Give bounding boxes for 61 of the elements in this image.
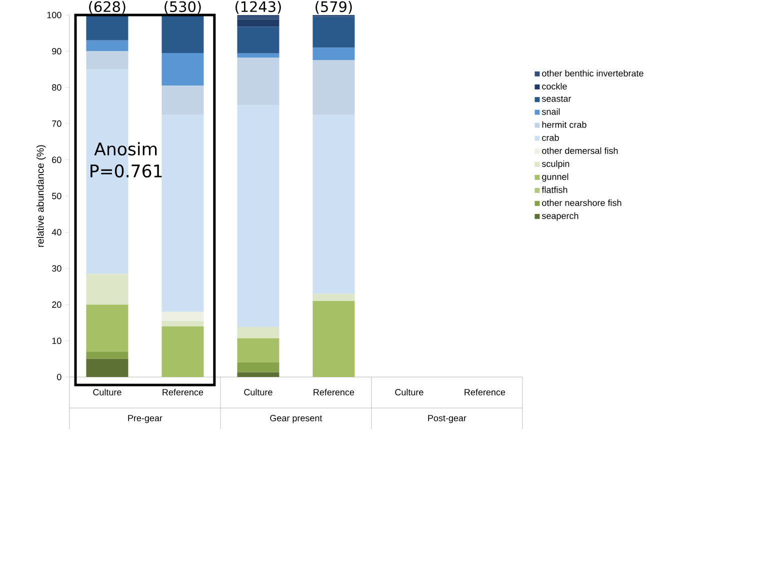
annotation: Anosim P=0.761 <box>90 142 162 178</box>
text: (628) <box>89 0 126 14</box>
bar <box>86 352 128 359</box>
y-tick-label: 90 <box>52 48 62 54</box>
x-tick-label: Culture <box>395 388 424 396</box>
y-axis-title: relative abundance (%) <box>36 145 46 247</box>
text: Post-gear <box>428 414 466 423</box>
y-tick-label: 70 <box>52 120 62 127</box>
text: (530) <box>164 0 201 14</box>
bar <box>237 19 280 26</box>
y-tick-label: 60 <box>52 156 62 163</box>
bar <box>86 304 128 352</box>
y-tick-label: 20 <box>52 301 62 308</box>
legend-label: seaperch <box>542 212 578 221</box>
y-tick-label: 100 <box>47 12 62 18</box>
x-tick-label: Reference <box>464 388 506 396</box>
bar <box>162 14 204 53</box>
bar <box>162 326 204 377</box>
legend-label: gunnel <box>542 173 568 182</box>
x-tick-label: Reference <box>162 388 204 396</box>
x-tick-label: Culture <box>93 388 122 396</box>
bar <box>237 53 280 58</box>
bar <box>86 40 128 52</box>
y-tick-label: 80 <box>52 84 62 90</box>
text: Pre-gear <box>128 414 162 423</box>
legend-label: sculpin <box>542 160 570 169</box>
bar <box>237 362 280 372</box>
y-tick-label: 10 <box>52 337 62 344</box>
bar <box>237 26 280 54</box>
bar <box>86 14 128 40</box>
x-tick-label: Reference <box>314 388 354 396</box>
bar <box>237 326 280 338</box>
bar <box>312 294 355 301</box>
bar <box>237 338 280 362</box>
bar <box>86 274 128 304</box>
text: Gear present <box>270 414 322 423</box>
legend-label: other demersal fish <box>542 147 618 154</box>
legend-label: flatfish <box>542 186 568 193</box>
text: (1243) <box>236 0 281 14</box>
y-tick-label: 50 <box>52 192 62 200</box>
bar <box>312 47 355 60</box>
y-tick-label: 40 <box>52 228 62 236</box>
text: (579) <box>316 0 352 14</box>
bar <box>237 14 280 20</box>
bar <box>162 320 204 326</box>
legend-label: cockle <box>542 82 567 90</box>
legend-label: other benthic invertebrate <box>542 70 644 76</box>
bar <box>162 312 204 321</box>
bar <box>86 358 128 377</box>
bar <box>312 16 355 48</box>
x-tick-label: Culture <box>244 388 272 396</box>
y-tick-label: 0 <box>57 374 62 380</box>
bar <box>162 52 204 86</box>
legend-label: crab <box>542 134 559 141</box>
legend-label: seastar <box>542 96 572 102</box>
bar <box>312 300 355 377</box>
legend-label: snail <box>542 108 560 115</box>
legend-label: hermit crab <box>542 121 586 128</box>
bar <box>237 372 280 377</box>
legend-label: other nearshore fish <box>542 199 622 206</box>
y-tick-label: 30 <box>52 265 62 272</box>
